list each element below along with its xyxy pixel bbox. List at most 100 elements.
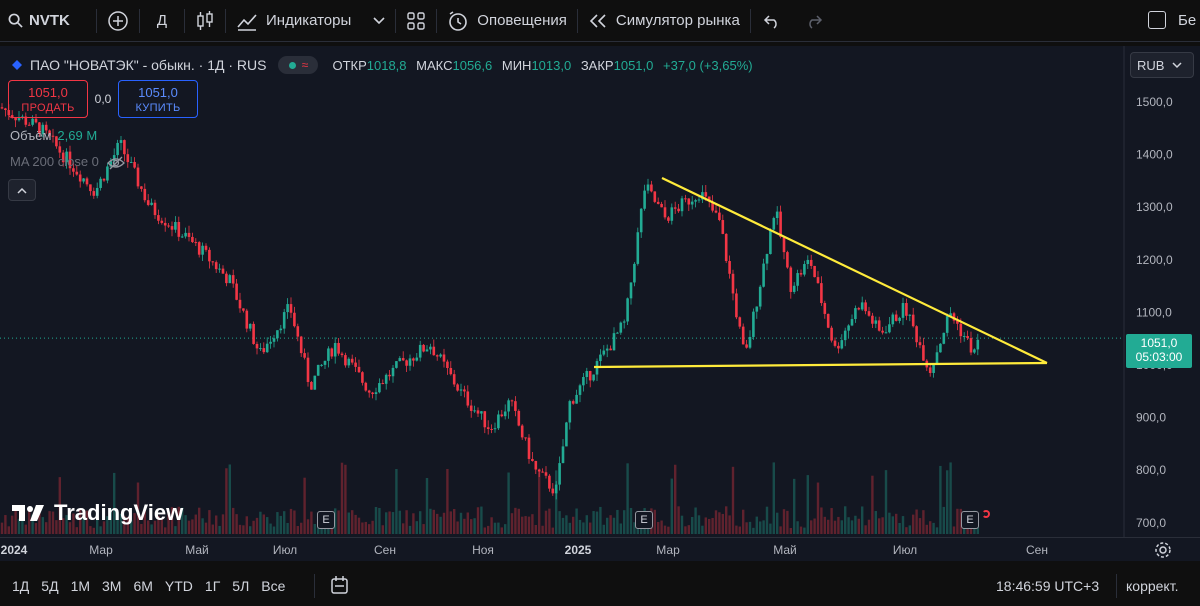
range-button[interactable]: 1М	[70, 578, 91, 594]
volume-legend[interactable]: Объём 2,69 M	[10, 128, 97, 143]
redo-button[interactable]	[793, 0, 835, 42]
range-button[interactable]: 5Л	[232, 578, 250, 594]
candle-body	[4, 108, 7, 111]
sell-label: ПРОДАТЬ	[21, 102, 75, 114]
volume-bar	[796, 521, 799, 534]
volume-bar	[850, 520, 854, 534]
candle-body	[299, 336, 303, 354]
replay-button[interactable]: Симулятор рынка	[578, 0, 750, 42]
market-status-badge[interactable]: ≈	[278, 56, 319, 74]
range-button[interactable]: 3М	[102, 578, 122, 594]
candle-body	[962, 336, 966, 338]
candle-body	[303, 353, 306, 358]
interval-button[interactable]: Д	[140, 0, 184, 42]
settings-gear-icon[interactable]	[1154, 541, 1172, 559]
date-range-button[interactable]	[330, 575, 350, 598]
lower-trendline	[593, 361, 1048, 369]
volume-bar	[578, 519, 582, 534]
volume-bar	[544, 510, 548, 534]
tradingview-logo[interactable]: TradingView	[12, 500, 183, 526]
volume-bar	[793, 478, 796, 534]
candle-body	[153, 202, 157, 216]
clock[interactable]: 18:46:59 UTC+3	[996, 578, 1100, 594]
compare-button[interactable]	[97, 0, 139, 42]
adjust-toggle[interactable]: коррект.	[1126, 578, 1179, 594]
volume-bar	[912, 514, 915, 534]
close-value: 1051,0	[613, 57, 654, 73]
range-button[interactable]: YTD	[164, 578, 193, 594]
time-tick-label: 2024	[0, 543, 28, 557]
volume-bar	[436, 513, 439, 534]
range-button[interactable]: 1Д	[12, 578, 30, 594]
candle-body	[357, 366, 361, 373]
volume-bar	[177, 506, 180, 534]
candle-body	[163, 222, 167, 226]
fullscreen-area[interactable]: Бе	[1148, 11, 1196, 29]
volume-bar	[697, 515, 701, 534]
volume-bar	[609, 515, 612, 534]
volume-bar	[810, 520, 813, 534]
candle-body	[92, 191, 96, 196]
ma-legend[interactable]: MA 200 close 0	[10, 154, 125, 170]
buy-price: 1051,0	[138, 85, 178, 100]
candle-body	[435, 355, 439, 357]
volume-bar	[85, 510, 89, 534]
candle-body	[544, 472, 548, 476]
alerts-label: Оповещения	[477, 12, 567, 29]
volume-bar	[412, 513, 415, 534]
earnings-marker[interactable]: E	[961, 511, 979, 529]
volume-bar	[395, 468, 398, 534]
candle-body	[367, 390, 371, 393]
volume-bar	[269, 523, 272, 534]
candle-body	[0, 107, 4, 109]
candle-body	[813, 265, 816, 278]
time-tick-label: Мар	[656, 543, 680, 557]
chart-type-button[interactable]	[185, 0, 225, 42]
range-button[interactable]: 1Г	[204, 578, 221, 594]
volume-bar	[150, 524, 153, 534]
candle-body	[75, 171, 79, 175]
chart-pane[interactable]: 1500,01400,01300,01200,01100,01000,0900,…	[0, 46, 1200, 560]
candle-body	[208, 249, 211, 262]
candle-body	[881, 330, 884, 333]
candle-body	[860, 302, 864, 310]
buy-button[interactable]: 1051,0 КУПИТЬ	[118, 80, 198, 118]
indicators-button[interactable]: Индикаторы	[226, 0, 395, 42]
price-chart[interactable]: 1500,01400,01300,01200,01100,01000,0900,…	[0, 46, 1200, 537]
candle-body	[952, 313, 956, 321]
volume-bar	[803, 527, 806, 534]
volume-bar	[174, 526, 177, 534]
volume-bar	[616, 509, 619, 534]
candle-body	[384, 374, 388, 384]
range-button[interactable]: 5Д	[41, 578, 59, 594]
volume-bar	[276, 512, 279, 534]
candle-body	[969, 338, 973, 353]
volume-bar	[718, 512, 721, 534]
earnings-marker[interactable]: E	[635, 511, 653, 529]
earnings-marker[interactable]: E	[317, 511, 335, 529]
bar-countdown: 05:03:00	[1135, 350, 1183, 364]
volume-bar	[497, 522, 500, 534]
volume-bar	[548, 508, 551, 534]
collapse-legend-button[interactable]	[8, 179, 36, 201]
candle-body	[901, 303, 905, 318]
time-axis[interactable]: 2024 Мар Май Июл Сен Ноя 2025 Мар Май Июл Сен	[0, 537, 1200, 561]
volume-bar	[765, 506, 769, 534]
hidden-eye-icon[interactable]	[106, 156, 125, 170]
trade-panel: 1051,0 ПРОДАТЬ 0,0 1051,0 КУПИТЬ	[8, 80, 198, 118]
volume-bar	[626, 463, 629, 534]
volume-bar	[96, 507, 99, 534]
candle-body	[735, 293, 738, 318]
alerts-button[interactable]: Оповещения	[437, 0, 577, 42]
candle-body	[745, 344, 748, 348]
undo-button[interactable]	[751, 0, 793, 42]
range-button[interactable]: 6М	[133, 578, 153, 594]
symbol-search[interactable]: NVTK	[0, 0, 96, 42]
candle-body	[561, 446, 565, 464]
range-button[interactable]: Все	[261, 578, 286, 594]
currency-selector[interactable]: RUB	[1130, 52, 1194, 78]
sell-button[interactable]: 1051,0 ПРОДАТЬ	[8, 80, 88, 118]
layouts-button[interactable]	[396, 0, 436, 42]
calendar-icon	[331, 576, 348, 594]
volume-bar	[504, 524, 507, 534]
